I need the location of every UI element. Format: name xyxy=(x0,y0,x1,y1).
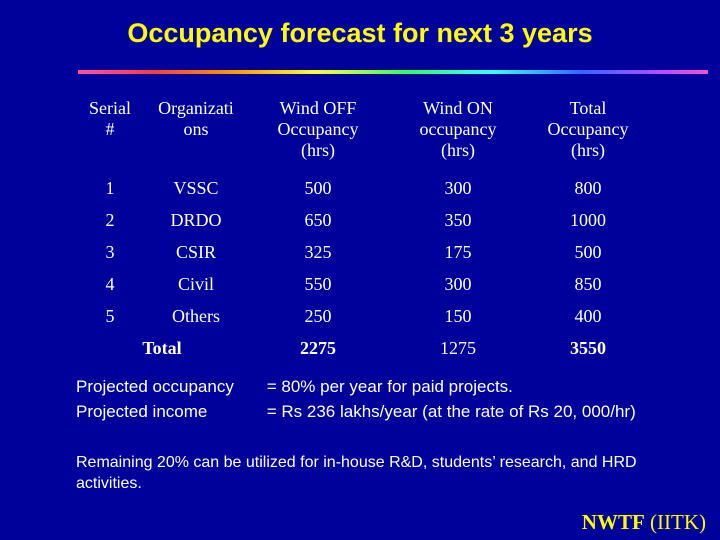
total-total: 3550 xyxy=(570,337,606,358)
rainbow-divider xyxy=(78,70,708,74)
cell-wind-off: 650 xyxy=(304,209,332,230)
footer-label: NWTF (IITK) xyxy=(582,510,706,535)
cell-org: CSIR xyxy=(175,241,217,262)
cell-wind-on: 300 xyxy=(444,273,472,294)
table-row: 3 CSIR 325 175 500 xyxy=(76,236,648,268)
projected-income-label: Projected income xyxy=(76,402,208,421)
cell-wind-on: 300 xyxy=(444,177,472,198)
cell-wind-on: 350 xyxy=(444,209,472,230)
cell-org: DRDO xyxy=(170,209,222,230)
cell-serial: 5 xyxy=(105,305,115,326)
cell-wind-on: 175 xyxy=(444,241,472,262)
cell-org: Civil xyxy=(177,273,214,294)
total-row: Total 2275 1275 3550 xyxy=(76,332,648,364)
table-row: 2 DRDO 650 350 1000 xyxy=(76,204,648,236)
cell-wind-off: 250 xyxy=(304,305,332,326)
total-label: Total xyxy=(142,337,182,358)
cell-total: 400 xyxy=(574,305,602,326)
cell-total: 800 xyxy=(574,177,602,198)
projected-occupancy-value: = 80% per year for paid projects. xyxy=(266,377,513,396)
cell-wind-off: 325 xyxy=(304,241,332,262)
cell-wind-off: 500 xyxy=(304,177,332,198)
cell-wind-off: 550 xyxy=(304,273,332,294)
table-row: 1 VSSC 500 300 800 xyxy=(76,172,648,204)
footer-inst: (IITK) xyxy=(650,510,706,534)
cell-total: 500 xyxy=(574,241,602,262)
total-wind-off: 2275 xyxy=(300,337,336,358)
header-total: Total Occupancy (hrs) xyxy=(547,98,629,160)
footer-org: NWTF xyxy=(581,510,645,534)
header-wind-on: Wind ON occupancy (hrs) xyxy=(419,98,497,160)
cell-total: 850 xyxy=(574,273,602,294)
table-row: 5 Others 250 150 400 xyxy=(76,300,648,332)
header-organizations: Organizati ons xyxy=(158,98,234,139)
slide-title: Occupancy forecast for next 3 years xyxy=(127,18,593,48)
table-header-row: Serial # Organizati ons Wind OFF Occupan… xyxy=(76,96,648,172)
projected-occupancy-line: Projected occupancy = 80% per year for p… xyxy=(76,377,513,397)
remaining-note: Remaining 20% can be utilized for in-hou… xyxy=(76,454,637,492)
header-serial: Serial # xyxy=(89,98,131,139)
projected-income-value: = Rs 236 lakhs/year (at the rate of Rs 2… xyxy=(266,402,636,421)
cell-total: 1000 xyxy=(570,209,606,230)
cell-serial: 2 xyxy=(105,209,115,230)
cell-serial: 3 xyxy=(105,241,115,262)
table-row: 4 Civil 550 300 850 xyxy=(76,268,648,300)
header-wind-off: Wind OFF Occupancy (hrs) xyxy=(277,98,359,160)
cell-serial: 4 xyxy=(105,273,115,294)
projected-income-line: Projected income = Rs 236 lakhs/year (at… xyxy=(76,402,636,422)
cell-serial: 1 xyxy=(105,177,115,198)
cell-org: Others xyxy=(172,305,220,326)
projected-occupancy-label: Projected occupancy xyxy=(76,377,234,396)
cell-org: VSSC xyxy=(173,177,219,198)
occupancy-table: Serial # Organizati ons Wind OFF Occupan… xyxy=(76,96,648,364)
total-wind-on: 1275 xyxy=(440,337,476,358)
cell-wind-on: 150 xyxy=(444,305,472,326)
